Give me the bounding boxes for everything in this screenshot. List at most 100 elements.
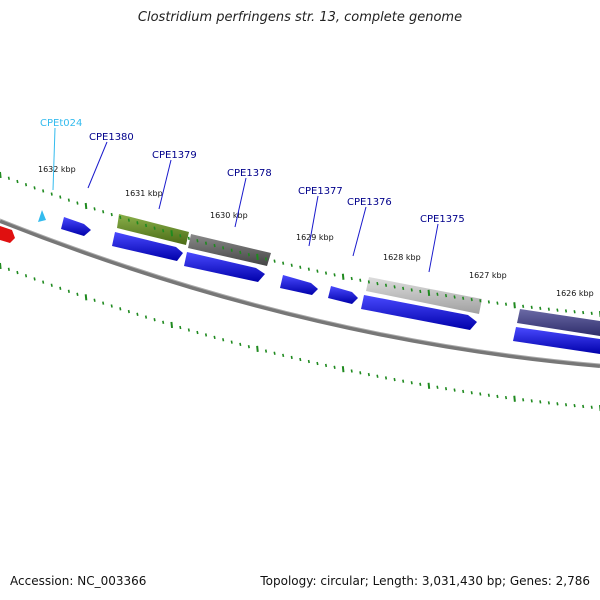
major-tick xyxy=(427,382,431,389)
minor-tick xyxy=(24,274,28,278)
minor-tick xyxy=(453,295,456,299)
gene-label[interactable]: CPE1378 xyxy=(227,168,272,179)
minor-tick xyxy=(522,398,525,402)
major-tick xyxy=(84,202,88,210)
minor-tick xyxy=(16,270,19,275)
minor-tick xyxy=(213,243,216,248)
minor-tick xyxy=(324,363,328,368)
cds-feature[interactable] xyxy=(328,286,358,304)
minor-tick xyxy=(153,226,156,230)
minor-tick xyxy=(33,186,36,190)
minor-tick xyxy=(50,192,53,196)
minor-tick xyxy=(462,389,465,394)
minor-tick xyxy=(153,318,156,322)
minor-tick xyxy=(247,253,250,257)
minor-tick xyxy=(76,201,79,205)
gene-label[interactable]: CPE1375 xyxy=(420,214,465,225)
kbp-scale: 1632 kbp 1631 kbp 1630 kbp 1629 kbp 1628… xyxy=(38,165,594,298)
minor-tick xyxy=(350,369,353,373)
minor-tick xyxy=(299,265,302,269)
minor-tick xyxy=(16,179,19,184)
minor-tick xyxy=(119,215,122,220)
cds-feature[interactable] xyxy=(61,217,91,236)
cds-feature-cpe1378[interactable] xyxy=(188,234,271,266)
minor-tick xyxy=(162,229,165,233)
genome-summary-text: Topology: circular; Length: 3,031,430 bp… xyxy=(260,574,590,588)
minor-tick xyxy=(590,405,593,409)
minor-tick xyxy=(196,239,199,243)
minor-tick xyxy=(470,297,473,302)
minor-tick xyxy=(50,283,53,287)
minor-tick xyxy=(419,289,422,294)
minor-tick xyxy=(204,241,208,245)
gene-label[interactable]: CPE1380 xyxy=(89,132,134,143)
gene-labels: CPEt024 CPE1380 CPE1379 CPE1378 CPE1377 … xyxy=(40,118,465,225)
minor-tick xyxy=(487,300,490,304)
gene-label[interactable]: CPE1376 xyxy=(347,197,392,208)
minor-tick xyxy=(479,392,482,396)
minor-tick xyxy=(556,308,559,312)
major-tick xyxy=(170,321,174,329)
minor-tick xyxy=(162,320,165,324)
cds-feature[interactable] xyxy=(513,327,600,354)
cds-feature[interactable] xyxy=(184,252,265,282)
minor-tick xyxy=(187,328,190,332)
gene-label-trna[interactable]: CPEt024 xyxy=(40,118,82,129)
minor-tick xyxy=(33,277,36,281)
minor-tick xyxy=(299,357,302,362)
major-tick xyxy=(256,253,259,260)
minor-tick xyxy=(410,381,413,385)
map-title: Clostridium perfringens str. 13, complet… xyxy=(137,10,463,25)
kbp-label: 1627 kbp xyxy=(469,271,507,280)
minor-tick xyxy=(539,306,542,310)
minor-tick xyxy=(376,374,379,378)
major-tick xyxy=(341,273,345,280)
minor-tick xyxy=(444,387,448,391)
cds-feature[interactable] xyxy=(517,309,600,336)
minor-tick xyxy=(539,400,542,404)
minor-tick xyxy=(239,250,242,255)
minor-tick xyxy=(487,393,490,397)
minor-tick xyxy=(444,293,448,298)
minor-tick xyxy=(436,292,439,296)
minor-tick xyxy=(419,382,422,386)
kbp-label: 1626 kbp xyxy=(556,289,594,298)
kbp-label: 1632 kbp xyxy=(38,165,76,174)
cds-feature[interactable] xyxy=(280,275,318,295)
cds-feature-cpe1379[interactable] xyxy=(117,214,189,245)
minor-tick xyxy=(247,345,250,349)
minor-tick xyxy=(547,307,550,311)
gene-label[interactable]: CPE1377 xyxy=(298,186,343,197)
cds-feature[interactable] xyxy=(361,295,477,330)
minor-tick xyxy=(110,304,113,308)
minor-tick xyxy=(316,361,319,366)
minor-tick xyxy=(479,299,482,303)
gene-label[interactable]: CPE1379 xyxy=(152,150,197,161)
minor-tick xyxy=(119,307,122,311)
kbp-label: 1631 kbp xyxy=(125,189,163,198)
minor-tick xyxy=(350,276,353,281)
minor-tick xyxy=(367,372,370,377)
minor-tick xyxy=(102,301,105,305)
minor-tick xyxy=(213,335,216,340)
minor-tick xyxy=(504,302,508,306)
minor-tick xyxy=(59,286,62,290)
cds-feature[interactable] xyxy=(112,232,183,261)
minor-tick xyxy=(359,278,362,282)
minor-tick xyxy=(316,269,319,273)
minor-tick xyxy=(359,371,362,375)
trna-arrow-icon[interactable] xyxy=(38,210,46,222)
minor-tick xyxy=(273,259,276,263)
minor-tick xyxy=(384,283,388,287)
minor-tick xyxy=(7,267,10,271)
minor-tick xyxy=(582,310,585,315)
genome-backbone xyxy=(0,219,600,368)
minor-tick xyxy=(282,353,285,358)
minor-tick xyxy=(179,234,182,238)
minor-tick xyxy=(590,311,593,315)
minor-tick xyxy=(67,198,70,202)
feature-red[interactable] xyxy=(0,226,15,243)
minor-tick xyxy=(470,391,473,395)
